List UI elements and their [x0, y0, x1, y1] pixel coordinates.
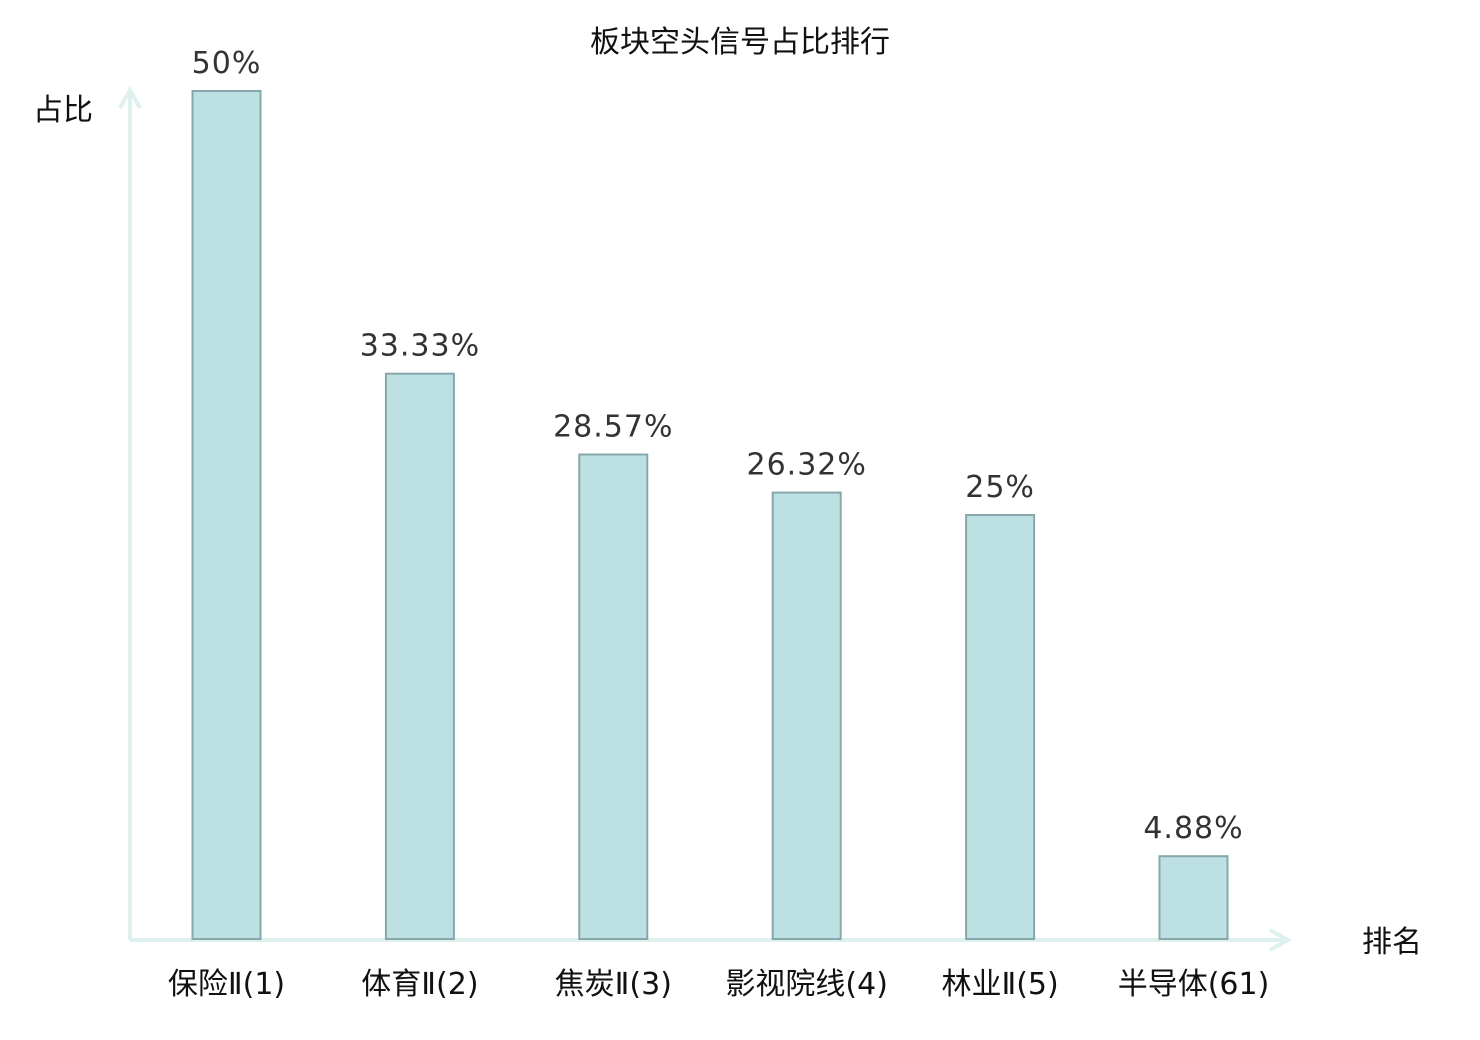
x-axis — [130, 928, 1293, 952]
value-label: 26.32% — [747, 448, 867, 483]
value-label: 33.33% — [360, 329, 480, 364]
bar — [384, 372, 455, 940]
bar — [1158, 855, 1229, 941]
category-label: 半导体(61) — [1118, 967, 1270, 1002]
category-label: 焦炭Ⅱ(3) — [555, 967, 672, 1002]
value-label: 4.88% — [1143, 811, 1243, 846]
bars-group — [191, 90, 1229, 941]
x-axis-label: 排名 — [1362, 925, 1422, 960]
value-label: 25% — [965, 470, 1035, 505]
y-axis — [118, 85, 142, 940]
y-axis-arrow — [118, 85, 142, 109]
value-label: 28.57% — [553, 410, 673, 445]
value-label: 50% — [192, 46, 262, 81]
chart-title: 板块空头信号占比排行 — [590, 25, 890, 60]
value-labels-group: 50% 33.33% 28.57% 26.32% 25% 4.88% — [192, 46, 1243, 846]
category-label: 影视院线(4) — [725, 967, 888, 1002]
x-axis-arrow — [1269, 928, 1293, 952]
category-label: 保险Ⅱ(1) — [168, 967, 285, 1002]
bar — [771, 491, 842, 940]
category-label: 林业Ⅱ(5) — [941, 967, 1058, 1002]
category-label: 体育Ⅱ(2) — [361, 967, 478, 1002]
bar — [578, 453, 649, 940]
category-labels-group: 保险Ⅱ(1) 体育Ⅱ(2) 焦炭Ⅱ(3) 影视院线(4) 林业Ⅱ(5) 半导体(61) — [168, 967, 1269, 1002]
y-axis-label: 占比 — [33, 93, 93, 128]
bar — [191, 90, 262, 940]
bar — [965, 514, 1036, 940]
